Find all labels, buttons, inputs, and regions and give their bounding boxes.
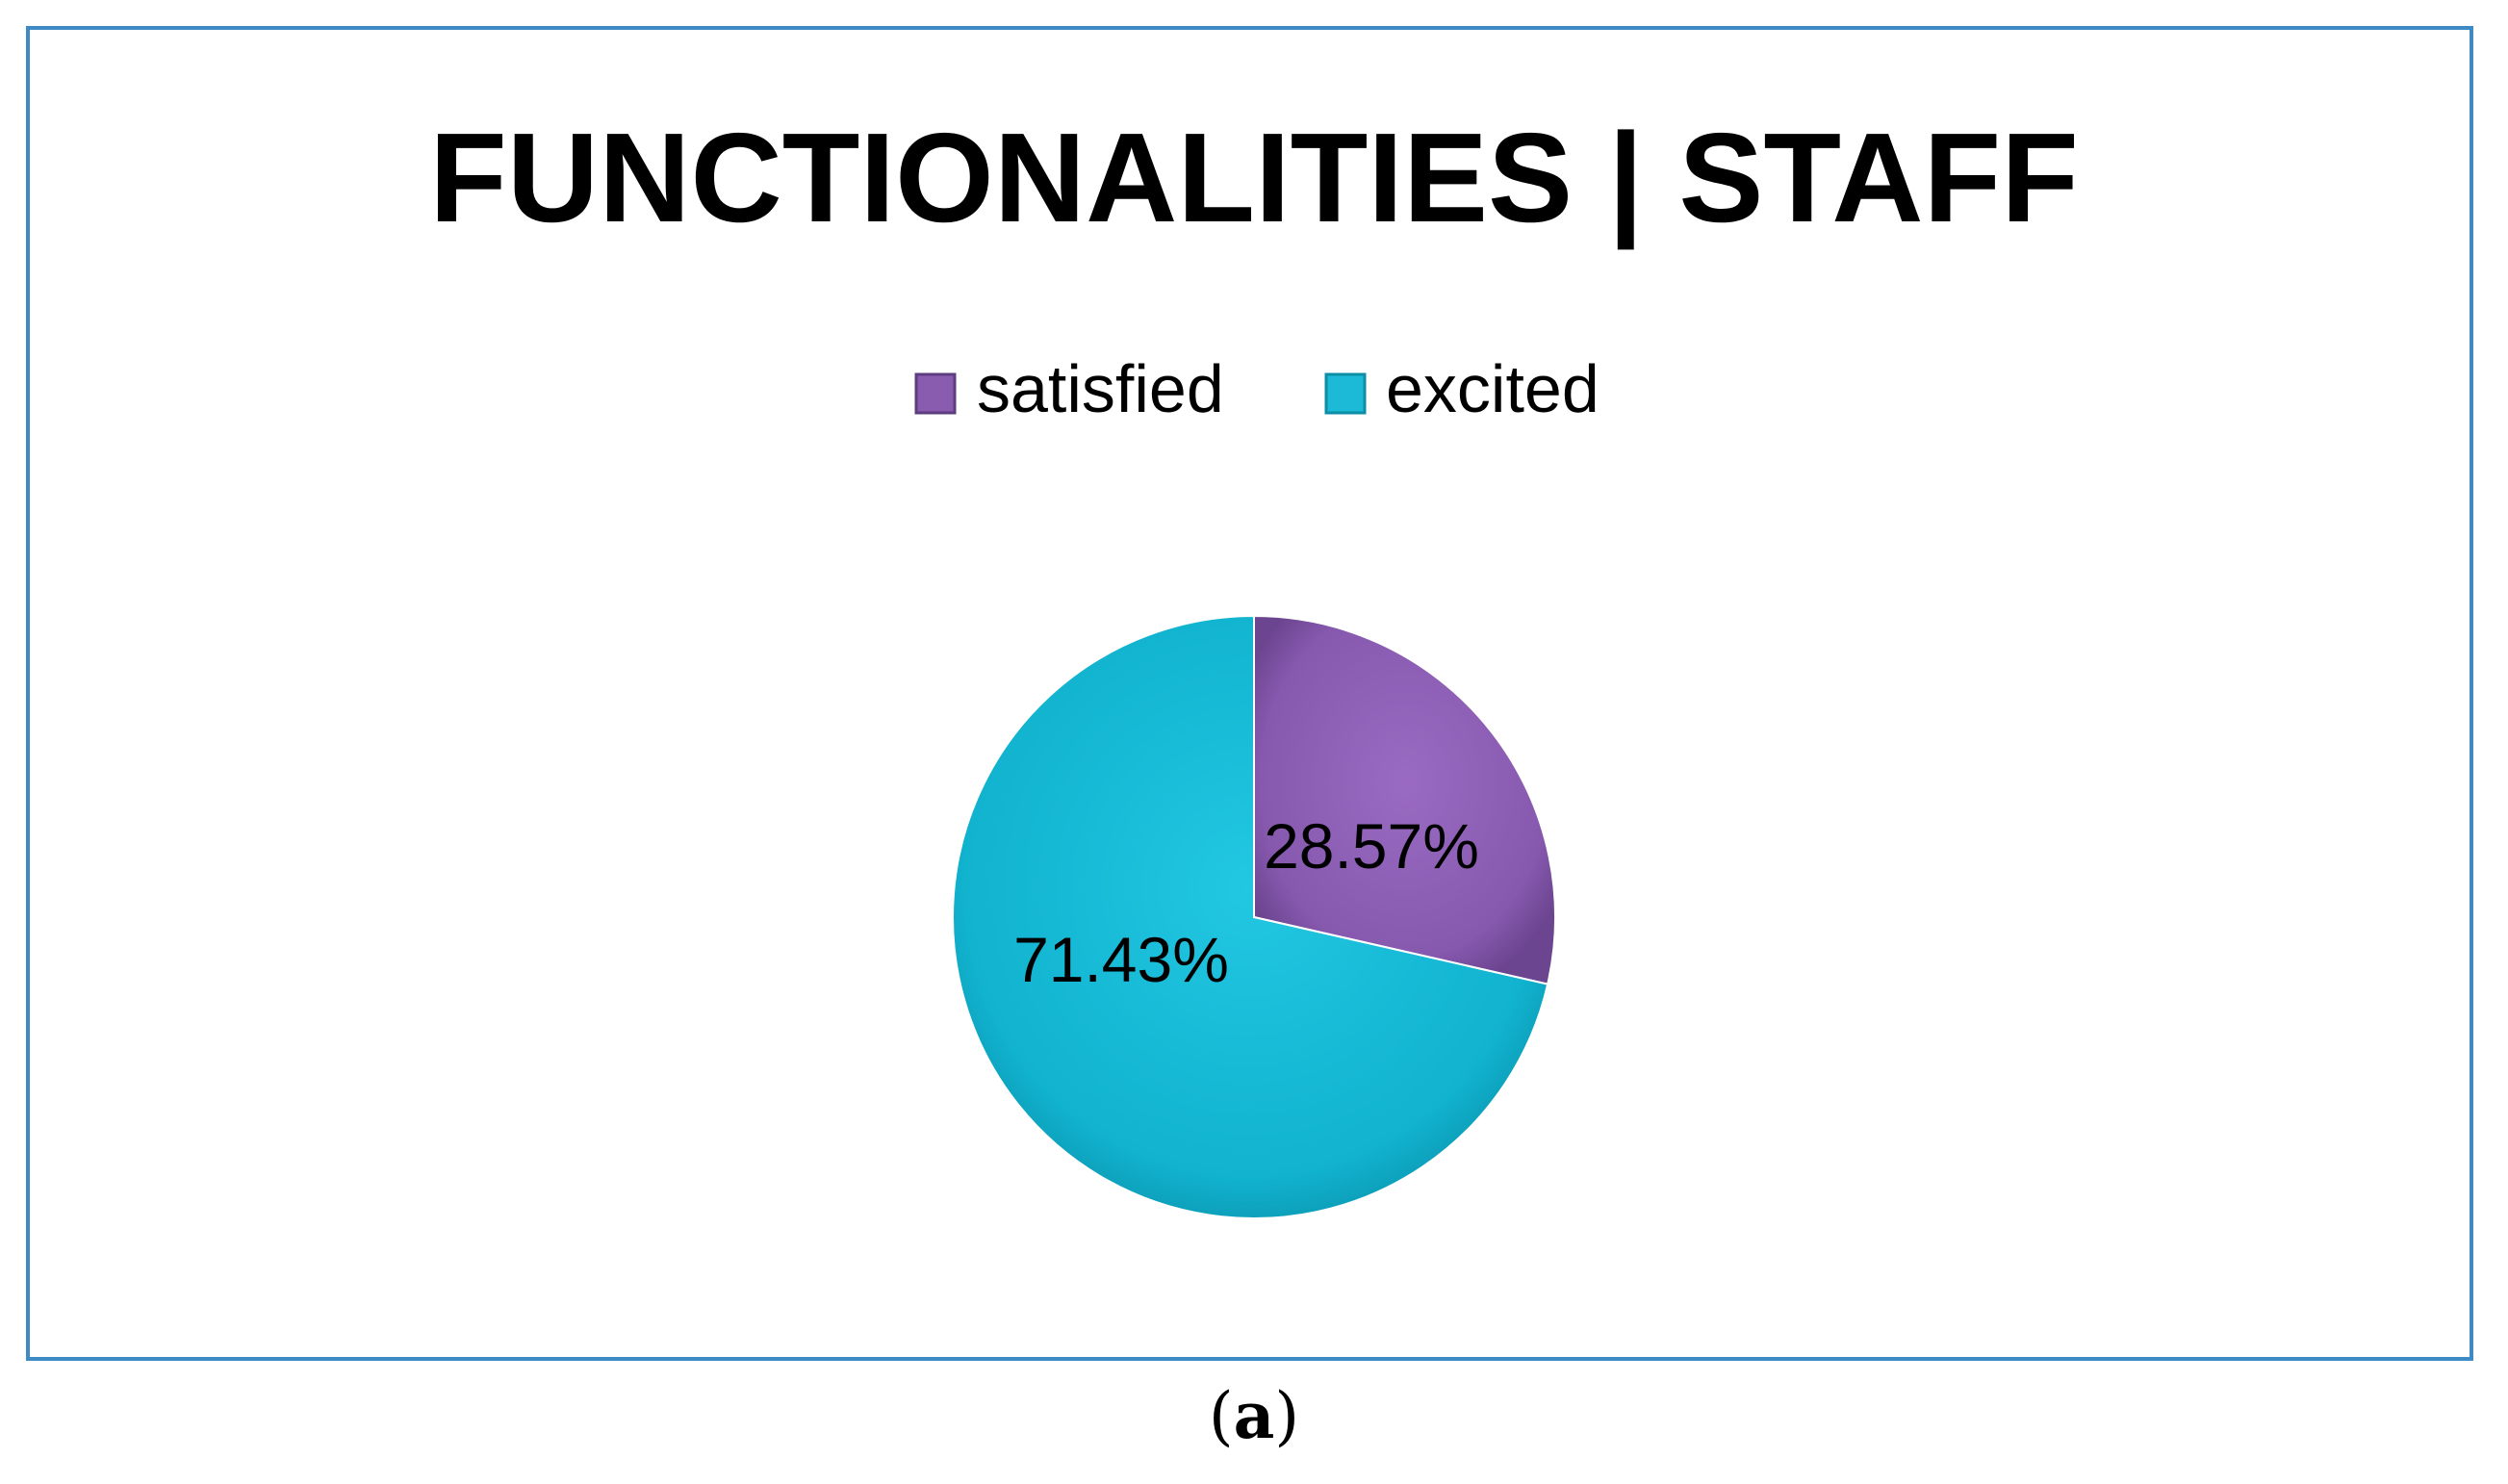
legend-label-excited: excited: [1386, 351, 1599, 426]
chart-frame: [26, 26, 2473, 1361]
pie-slice-labels: 28.57% 71.43%: [1013, 810, 1479, 995]
legend-item-excited: excited: [1324, 351, 1599, 426]
pie-slice-satisfied: [1253, 614, 1556, 985]
caption-close: ): [1274, 1379, 1300, 1453]
caption-letter: a: [1233, 1378, 1275, 1453]
slice-label-satisfied: 28.57%: [1264, 810, 1479, 882]
caption-open: (: [1208, 1379, 1234, 1453]
legend: satisfied excited: [914, 351, 1599, 426]
pie-chart: FUNCTIONALITIES | STAFF satisfied excite…: [429, 107, 2079, 1219]
slice-label-excited: 71.43%: [1013, 924, 1229, 995]
legend-label-satisfied: satisfied: [977, 351, 1224, 426]
legend-swatch-excited: [1324, 372, 1367, 415]
legend-swatch-satisfied: [914, 372, 957, 415]
legend-item-satisfied: satisfied: [914, 351, 1224, 426]
chart-title: FUNCTIONALITIES | STAFF: [429, 107, 2079, 249]
figure-caption: (a): [0, 1378, 2508, 1453]
pie-slice-excited: [952, 614, 1549, 1219]
pie-slices: [952, 614, 1556, 1219]
